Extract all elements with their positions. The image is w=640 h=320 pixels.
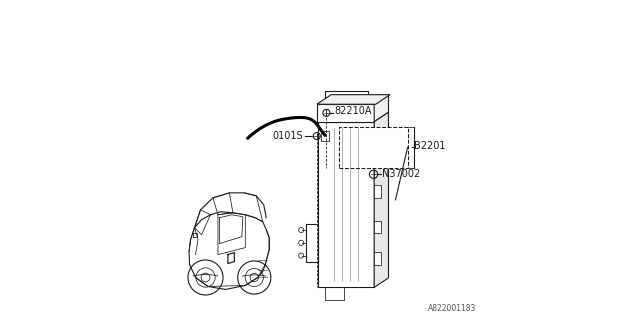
Text: 0101S: 0101S: [273, 131, 303, 141]
Text: A822001183: A822001183: [428, 304, 476, 313]
Text: B2201: B2201: [414, 141, 445, 151]
Polygon shape: [374, 95, 388, 122]
Bar: [317, 104, 376, 122]
Polygon shape: [317, 95, 390, 104]
Bar: [339, 126, 408, 168]
Bar: [374, 154, 381, 166]
Text: 82210A: 82210A: [334, 106, 372, 116]
Bar: [306, 224, 319, 262]
Bar: [374, 252, 381, 265]
Bar: [319, 122, 374, 287]
Bar: [324, 92, 368, 104]
Polygon shape: [374, 112, 388, 287]
Text: N37002: N37002: [382, 169, 420, 179]
Bar: [374, 186, 381, 198]
Bar: [321, 131, 328, 141]
Bar: [374, 220, 381, 233]
